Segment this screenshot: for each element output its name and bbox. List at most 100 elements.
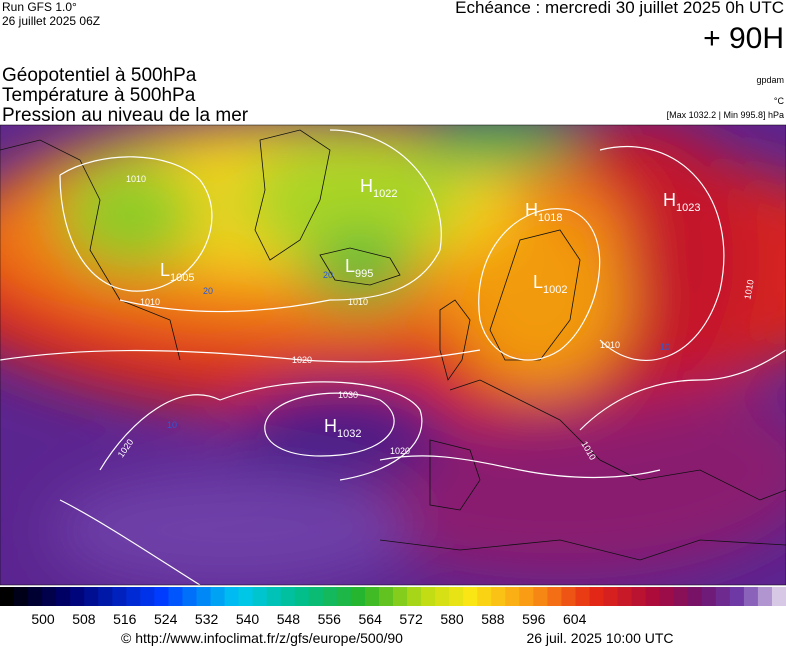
timestamp: 26 juil. 2025 10:00 UTC	[526, 630, 673, 646]
isobar-label: 1030	[338, 390, 358, 400]
colorbar-swatch	[238, 587, 254, 606]
colorbar-swatch	[42, 587, 57, 606]
colorbar-label: 588	[481, 611, 505, 627]
pressure-center: H1023	[663, 190, 700, 214]
colorbar-label: 580	[440, 611, 464, 627]
colorbar-swatch	[575, 587, 590, 606]
colorbar-swatch	[743, 587, 759, 606]
colorbar-swatch	[519, 587, 534, 606]
field-label: Pression au niveau de la mer	[2, 105, 249, 126]
run-date: 26 juillet 2025 06Z	[2, 14, 100, 28]
coastlines	[0, 129, 786, 561]
colorbar-swatch	[659, 587, 675, 606]
colorbar-label: 540	[236, 611, 260, 627]
colorbar-swatch	[449, 587, 464, 606]
colorbar-swatch	[701, 587, 717, 606]
run-label: Run GFS 1.0°	[2, 0, 77, 14]
unit-label: °C	[774, 96, 785, 106]
colorbar-swatch	[112, 587, 127, 606]
map: H1022H1018H1023L1002L995L1005H1032101010…	[0, 125, 786, 585]
colorbar-label: 564	[359, 611, 383, 627]
colorbar-swatch	[168, 587, 183, 606]
colorbar-swatch	[196, 587, 212, 606]
center-letter: H	[360, 176, 373, 196]
center-letter: L	[533, 272, 543, 292]
colorbar-swatch	[673, 587, 689, 606]
colorbar-swatch	[182, 587, 197, 606]
colorbar-swatch	[757, 587, 773, 606]
temperature-label: 10	[660, 342, 670, 352]
colorbar-label: 500	[31, 611, 55, 627]
colorbar-swatch	[364, 587, 380, 606]
colorbar-swatch	[294, 587, 310, 606]
colorbar-swatch	[533, 587, 548, 606]
temperature-label: 10	[167, 420, 177, 430]
pressure-center: H1022	[360, 176, 397, 200]
center-value: 995	[355, 268, 373, 280]
colorbar-swatch	[435, 587, 450, 606]
colorbar-swatch	[28, 587, 43, 606]
colorbar-swatch	[70, 587, 85, 606]
colorbar-swatch	[715, 587, 731, 606]
colorbar-swatch	[0, 587, 15, 606]
isobar-label: 1010	[348, 297, 368, 307]
colorbar-swatch	[56, 587, 71, 606]
center-letter: H	[663, 190, 676, 210]
isobar-label: 1010	[600, 340, 620, 350]
colorbar-swatch	[266, 587, 282, 606]
forecast-time: Echéance : mercredi 30 juillet 2025 0h U…	[455, 0, 784, 17]
isobar-label: 1010	[140, 297, 160, 307]
colorbar-swatch	[393, 587, 408, 606]
colorbar-swatch	[589, 587, 605, 606]
colorbar-label: 556	[318, 611, 342, 627]
colorbar-swatch	[631, 587, 647, 606]
isobar-label: 1010	[742, 279, 755, 300]
colorbar-label: 548	[277, 611, 301, 627]
isobar-label: 1020	[390, 446, 410, 456]
pressure-center: L1002	[533, 272, 568, 296]
center-value: 1023	[676, 202, 700, 214]
field-label: Géopotentiel à 500hPa	[2, 65, 197, 86]
center-letter: L	[160, 260, 170, 280]
colorbar-swatch	[547, 587, 562, 606]
colorbar-swatch	[645, 587, 661, 606]
colorbar-swatch	[308, 587, 324, 606]
unit-label: gpdam	[756, 75, 784, 85]
colorbar-swatch	[350, 587, 366, 606]
center-letter: L	[345, 256, 355, 276]
colorbar-swatch	[477, 587, 492, 606]
colorbar-swatch	[126, 587, 141, 606]
source-url: © http://www.infoclimat.fr/z/gfs/europe/…	[121, 630, 403, 646]
colorbar-label: 604	[563, 611, 587, 627]
pressure-center: L1005	[160, 260, 195, 284]
pressure-center: H1032	[324, 416, 361, 440]
colorbar-label: 524	[154, 611, 178, 627]
colorbar-swatch	[252, 587, 268, 606]
isobar-label: 1010	[126, 174, 146, 184]
colorbar-swatch	[617, 587, 633, 606]
temperature-label: 20	[323, 270, 333, 280]
colorbar-label: 572	[399, 611, 423, 627]
colorbar-swatch	[463, 587, 478, 606]
isobars	[0, 129, 786, 585]
colorbar-swatch	[84, 587, 99, 606]
center-value: 1002	[543, 284, 567, 296]
pressure-center: H1018	[525, 200, 562, 224]
field-label: Température à 500hPa	[2, 85, 196, 106]
isobar-label: 1020	[292, 355, 312, 365]
center-value: 1005	[170, 272, 194, 284]
colorbar-swatch	[729, 587, 745, 606]
colorbar-swatch	[378, 587, 394, 606]
colorbar-swatch	[210, 587, 226, 606]
colorbar-swatch	[224, 587, 240, 606]
colorbar-swatch	[280, 587, 296, 606]
colorbar-swatch	[505, 587, 520, 606]
colorbar-swatch	[98, 587, 113, 606]
colorbar-swatch	[322, 587, 338, 606]
center-letter: H	[324, 416, 337, 436]
unit-label: [Max 1032.2 | Min 995.8] hPa	[667, 110, 784, 120]
colorbar-swatch	[407, 587, 422, 606]
colorbar-swatch	[421, 587, 436, 606]
colorbar-swatch	[336, 587, 352, 606]
